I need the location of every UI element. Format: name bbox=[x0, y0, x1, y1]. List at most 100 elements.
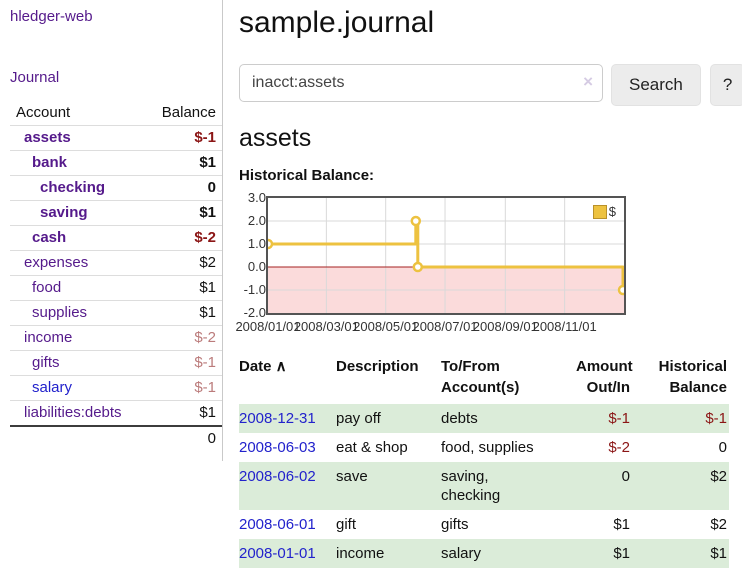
account-row: liabilities:debts $1 bbox=[10, 401, 222, 427]
register-column-header: Historical Balance bbox=[658, 358, 727, 396]
account-row: salary $-1 bbox=[10, 375, 222, 401]
transaction-accounts: salary bbox=[441, 545, 482, 562]
historical-balance-chart: $ 3.0 2.0 1.0 0.0 -1.0 -2.0 2008/01/01 2008/03/… bbox=[235, 190, 742, 342]
date-link[interactable]: 2008-06-01 bbox=[239, 516, 316, 533]
search-form: × Search ? bbox=[239, 64, 742, 106]
transaction-amount: $1 bbox=[613, 516, 630, 533]
account-balance: $2 bbox=[145, 250, 222, 276]
register-row: 2008-06-02 save saving, checking 0 $2 bbox=[239, 462, 729, 510]
chart-legend: $ bbox=[592, 204, 616, 219]
clear-search-icon[interactable]: × bbox=[583, 72, 593, 91]
accounts-total-row: 0 bbox=[10, 425, 222, 451]
transaction-description: income bbox=[336, 545, 385, 562]
legend-swatch-icon bbox=[592, 204, 607, 219]
date-link[interactable]: 2008-01-01 bbox=[239, 545, 316, 562]
y-axis-tick-label: 2.0 bbox=[247, 213, 266, 228]
accounts-header-account: Account bbox=[10, 101, 146, 126]
x-axis-tick-label: 2008/01/01 bbox=[235, 319, 301, 334]
x-axis-tick-label: 2008/07/01 bbox=[412, 319, 478, 334]
sidebar-account-link[interactable]: food bbox=[32, 279, 62, 296]
account-row: saving $1 bbox=[10, 200, 222, 226]
register-column-header[interactable]: Date ∧ bbox=[239, 358, 287, 375]
account-row: food $1 bbox=[10, 275, 222, 301]
accounts-total-balance: 0 bbox=[145, 425, 222, 451]
transaction-amount: 0 bbox=[621, 468, 630, 485]
y-axis-tick-label: -2.0 bbox=[243, 305, 266, 320]
register-column-header: Description bbox=[336, 358, 419, 375]
sidebar-account-link[interactable]: supplies bbox=[32, 304, 88, 321]
sort-asc-icon: ∧ bbox=[271, 358, 287, 375]
transaction-amount: $1 bbox=[613, 545, 630, 562]
register-column-header: To/From Account(s) bbox=[441, 358, 520, 396]
sidebar-account-link[interactable]: bank bbox=[32, 154, 68, 171]
account-row: supplies $1 bbox=[10, 300, 222, 326]
date-link[interactable]: 2008-12-31 bbox=[239, 410, 316, 427]
account-balance: 0 bbox=[145, 175, 222, 201]
account-balance: $-1 bbox=[145, 350, 222, 376]
sidebar-account-link[interactable]: gifts bbox=[32, 354, 60, 371]
accounts-table: Account Balance assets $-1 bank $1 checking 0… bbox=[10, 101, 222, 451]
sidebar-item-journal[interactable]: Journal bbox=[10, 69, 60, 86]
transaction-balance: $2 bbox=[710, 516, 727, 533]
transaction-balance: $1 bbox=[710, 545, 727, 562]
search-input[interactable] bbox=[239, 64, 603, 102]
date-link[interactable]: 2008-06-03 bbox=[239, 439, 316, 456]
transaction-balance: $2 bbox=[710, 468, 727, 485]
y-axis-tick-label: 1.0 bbox=[247, 236, 266, 251]
sidebar-account-link[interactable]: cash bbox=[32, 229, 67, 246]
account-balance: $1 bbox=[145, 300, 222, 326]
register-row: 2008-01-01 income salary $1 $1 bbox=[239, 539, 729, 568]
transaction-accounts: gifts bbox=[441, 516, 469, 533]
y-axis-tick-label: 3.0 bbox=[247, 190, 266, 205]
sidebar-nav: Journal bbox=[10, 69, 222, 86]
chart-plot-area[interactable]: $ bbox=[266, 196, 626, 315]
chart-title: Historical Balance: bbox=[239, 167, 375, 184]
account-heading: assets bbox=[239, 124, 312, 152]
transaction-description: save bbox=[336, 468, 368, 485]
transaction-date-cell: 2008-06-02 bbox=[239, 462, 336, 510]
transaction-date-cell: 2008-12-31 bbox=[239, 404, 336, 433]
y-axis-tick-label: 0.0 bbox=[247, 259, 266, 274]
page-title: sample.journal bbox=[239, 6, 435, 39]
y-axis-tick-label: -1.0 bbox=[243, 282, 266, 297]
sidebar-account-link[interactable]: liabilities:debts bbox=[24, 404, 122, 421]
search-help-button[interactable]: ? bbox=[709, 64, 742, 106]
account-balance: $-2 bbox=[145, 325, 222, 351]
sidebar-account-link[interactable]: expenses bbox=[24, 254, 89, 271]
account-balance: $1 bbox=[145, 150, 222, 176]
sidebar-account-link[interactable]: checking bbox=[40, 179, 106, 196]
account-balance: $1 bbox=[145, 275, 222, 301]
account-row: income $-2 bbox=[10, 325, 222, 351]
account-balance: $1 bbox=[145, 200, 222, 226]
transaction-description: gift bbox=[336, 516, 357, 533]
transaction-amount: $-2 bbox=[608, 439, 630, 456]
register-row: 2008-06-01 gift gifts $1 $2 bbox=[239, 510, 729, 539]
sidebar-account-link[interactable]: saving bbox=[40, 204, 88, 221]
legend-label: $ bbox=[608, 204, 616, 219]
date-link[interactable]: 2008-06-02 bbox=[239, 468, 316, 485]
sidebar-account-link[interactable]: salary bbox=[32, 379, 73, 396]
transaction-description: eat & shop bbox=[336, 439, 408, 456]
account-balance: $-1 bbox=[145, 375, 222, 401]
brand-link[interactable]: hledger-web bbox=[10, 8, 93, 25]
transaction-accounts: debts bbox=[441, 410, 478, 427]
account-balance: $-1 bbox=[145, 125, 222, 151]
x-axis-tick-label: 2008/11/01 bbox=[532, 319, 597, 334]
x-axis-tick-label: 2008/05/01 bbox=[353, 319, 419, 334]
register-table: Date ∧ Description To/From Account(s) Amount… bbox=[239, 352, 729, 568]
transaction-accounts: saving, checking bbox=[441, 468, 501, 504]
sidebar-account-link[interactable]: income bbox=[24, 329, 73, 346]
account-row: checking 0 bbox=[10, 175, 222, 201]
sidebar-account-link[interactable]: assets bbox=[24, 129, 71, 146]
register-row: 2008-12-31 pay off debts $-1 $-1 bbox=[239, 404, 729, 433]
transaction-balance: $-1 bbox=[705, 410, 727, 427]
search-button[interactable]: Search bbox=[611, 64, 701, 106]
transaction-balance: 0 bbox=[718, 439, 727, 456]
account-row: gifts $-1 bbox=[10, 350, 222, 376]
transaction-date-cell: 2008-01-01 bbox=[239, 539, 336, 568]
account-row: bank $1 bbox=[10, 150, 222, 176]
x-axis-tick-label: 2008/09/01 bbox=[472, 319, 538, 334]
x-axis-tick-label: 2008/03/01 bbox=[293, 319, 359, 334]
account-row: assets $-1 bbox=[10, 125, 222, 151]
transaction-accounts: food, supplies bbox=[441, 439, 534, 456]
